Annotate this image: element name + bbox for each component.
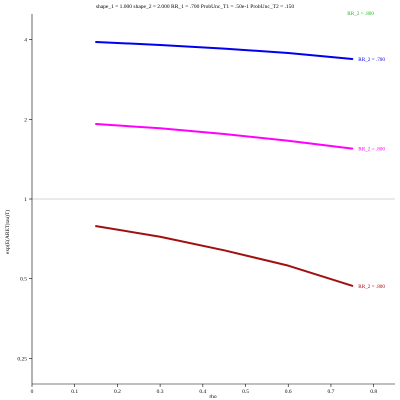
series-label-3: RR_2 = .800 — [358, 284, 385, 290]
x-ticks: 0 0.1 0.2 0.3 0.4 0.5 0.6 0.7 0.8 — [31, 384, 377, 395]
y-tick-label: 2 — [24, 117, 27, 123]
chart-subtitle: shape_1 = 1.000 shape_2 = 2.000 RR_1 = .… — [96, 4, 295, 10]
y-tick-label: 4 — [24, 38, 27, 44]
y-ticks: 4 2 1 0.5 0.25 — [17, 38, 32, 362]
series-group — [95, 40, 354, 287]
x-tick-label: 0.6 — [285, 389, 292, 395]
x-tick-label: 0.3 — [157, 389, 164, 395]
series-line-1 — [95, 40, 354, 61]
series-line-3 — [95, 225, 354, 287]
y-tick-label: 1 — [24, 197, 27, 203]
legend-note: RR_2 = .800 — [347, 11, 374, 17]
x-axis-label: rho — [209, 394, 217, 400]
x-tick-label: 0.2 — [114, 389, 121, 395]
x-tick-label: 0.7 — [328, 389, 335, 395]
y-tick-label: 0.5 — [20, 277, 27, 283]
x-tick-label: 0.8 — [370, 389, 377, 395]
y-tick-label: 0.25 — [17, 356, 27, 362]
x-tick-label: 0.1 — [71, 389, 78, 395]
x-tick-label: 0.4 — [199, 389, 206, 395]
y-axis-label: exp(E(ARET|tau)T) — [4, 210, 11, 254]
x-tick-label: 0.5 — [242, 389, 249, 395]
series-label-1: RR_2 = .700 — [358, 57, 385, 63]
series-line-2 — [95, 123, 354, 150]
series-label-2: RR_2 = .800 — [358, 147, 385, 153]
series-labels: RR_2 = .700 RR_2 = .800 RR_2 = .800 — [358, 57, 385, 290]
x-tick-label: 0 — [31, 389, 34, 395]
